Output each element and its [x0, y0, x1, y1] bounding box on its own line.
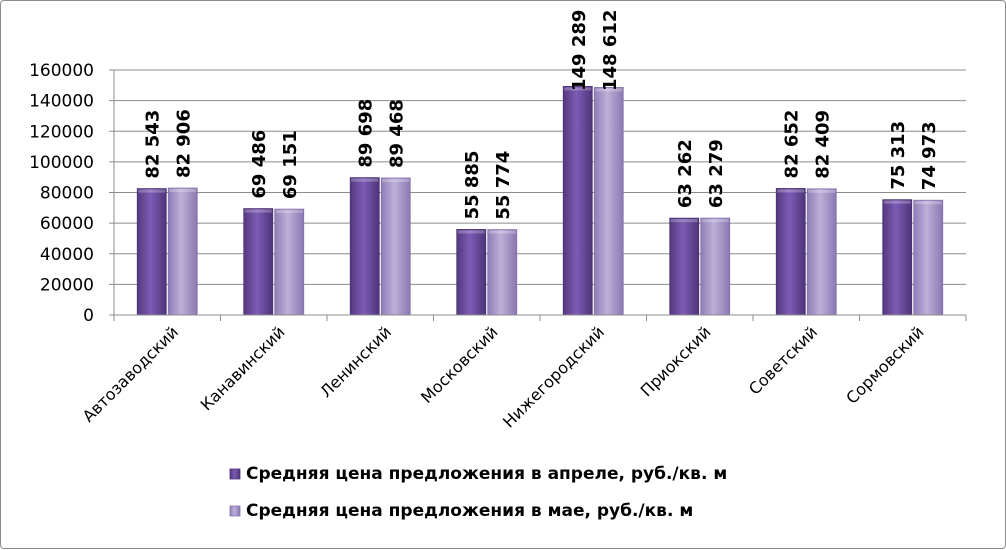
legend-label: Средняя цена предложения в апреле, руб./…	[246, 464, 727, 484]
bar-may	[167, 187, 198, 316]
bar-may	[380, 177, 411, 316]
y-tick-label: 60000	[40, 214, 94, 234]
bar-highlight	[883, 200, 911, 204]
category-label: Сормовский	[842, 322, 927, 407]
bar-highlight	[670, 219, 698, 223]
category-label: Приокский	[637, 322, 715, 400]
data-label: 82 409	[813, 110, 834, 179]
data-label: 89 698	[356, 99, 377, 168]
data-label: 55 774	[493, 151, 514, 220]
bar-may	[913, 199, 944, 316]
bar-april	[775, 188, 806, 316]
y-tick-label: 140000	[29, 92, 94, 112]
data-label: 89 468	[387, 99, 408, 168]
data-label: 69 151	[280, 130, 301, 199]
bar-highlight	[275, 210, 303, 214]
bar-april	[882, 199, 913, 316]
category-label: Автозаводский	[79, 322, 182, 425]
bar-highlight	[457, 230, 485, 234]
bar-may	[700, 217, 731, 316]
bar-may	[274, 208, 305, 316]
category-label: Московский	[417, 322, 502, 407]
category-label: Ленинский	[316, 322, 395, 401]
bar-april	[243, 208, 274, 316]
bar-april	[562, 86, 593, 316]
data-label: 63 262	[675, 139, 696, 208]
bar-highlight	[914, 201, 942, 205]
legend-label: Средняя цена предложения в мае, руб./кв.…	[246, 501, 693, 521]
y-tick-label: 160000	[29, 61, 94, 81]
y-tick-label: 100000	[29, 153, 94, 173]
bar-highlight	[564, 87, 592, 91]
data-labels: 82 543 82 906 69 486 69 151 89 698 89 468 55 8…	[143, 10, 941, 220]
bar-highlight	[138, 189, 166, 193]
data-label: 74 973	[919, 121, 940, 190]
x-axis: Автозаводский Канавинский Ленинский Московс…	[79, 314, 967, 431]
category-label: Советский	[745, 322, 821, 398]
y-tick-label: 120000	[29, 122, 94, 142]
legend: Средняя цена предложения в апреле, руб./…	[229, 464, 727, 521]
bar-highlight	[777, 189, 805, 193]
data-label: 82 906	[174, 109, 195, 178]
data-label: 63 279	[706, 139, 727, 208]
data-label: 55 885	[462, 151, 483, 220]
gridlines	[114, 69, 966, 316]
bar-may	[806, 188, 837, 316]
bar-highlight	[701, 219, 729, 223]
bar-april	[669, 217, 700, 316]
bar-highlight	[244, 209, 272, 213]
bar-april	[136, 188, 167, 316]
bar-highlight	[595, 88, 623, 92]
legend-swatch	[229, 468, 241, 480]
bar-april	[349, 177, 380, 316]
data-label: 82 652	[782, 110, 803, 179]
data-label: 148 612	[600, 10, 621, 91]
data-label: 75 313	[888, 121, 909, 190]
bar-highlight	[808, 189, 836, 193]
bars	[136, 86, 944, 316]
y-tick-label: 40000	[40, 245, 94, 265]
bar-highlight	[351, 178, 379, 182]
y-axis: 0 20000 40000 60000 80000 100000 120000 140000 1…	[29, 61, 115, 326]
y-tick-label: 20000	[40, 275, 94, 295]
legend-swatch	[229, 505, 241, 517]
data-label: 149 289	[569, 10, 590, 91]
data-label: 82 543	[143, 110, 164, 179]
data-label: 69 486	[249, 130, 270, 199]
category-label: Нижегородский	[499, 322, 608, 431]
bar-april	[456, 229, 487, 316]
bar-highlight	[382, 179, 410, 183]
category-label: Канавинский	[197, 322, 289, 414]
bar-may	[593, 87, 624, 316]
bar-highlight	[169, 189, 197, 193]
bar-highlight	[488, 230, 516, 234]
y-tick-label: 80000	[40, 184, 94, 204]
y-tick-label: 0	[83, 306, 94, 326]
bar-may	[487, 229, 518, 316]
